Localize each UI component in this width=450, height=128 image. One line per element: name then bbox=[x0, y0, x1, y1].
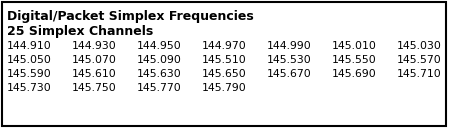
Text: Digital/Packet Simplex Frequencies: Digital/Packet Simplex Frequencies bbox=[7, 10, 254, 23]
Text: 145.550: 145.550 bbox=[332, 55, 377, 65]
Text: 145.510: 145.510 bbox=[202, 55, 247, 65]
Text: 145.770: 145.770 bbox=[137, 83, 182, 93]
Text: 145.570: 145.570 bbox=[397, 55, 442, 65]
FancyBboxPatch shape bbox=[2, 2, 446, 126]
Text: 25 Simplex Channels: 25 Simplex Channels bbox=[7, 25, 153, 38]
Text: 145.670: 145.670 bbox=[267, 69, 312, 79]
Text: 144.990: 144.990 bbox=[267, 41, 312, 51]
Text: 144.930: 144.930 bbox=[72, 41, 117, 51]
Text: 145.790: 145.790 bbox=[202, 83, 247, 93]
Text: 145.730: 145.730 bbox=[7, 83, 52, 93]
Text: 145.530: 145.530 bbox=[267, 55, 312, 65]
Text: 144.950: 144.950 bbox=[137, 41, 182, 51]
Text: 145.650: 145.650 bbox=[202, 69, 247, 79]
Text: 145.590: 145.590 bbox=[7, 69, 52, 79]
Text: 145.070: 145.070 bbox=[72, 55, 117, 65]
Text: 145.090: 145.090 bbox=[137, 55, 182, 65]
Text: 145.050: 145.050 bbox=[7, 55, 52, 65]
Text: 144.970: 144.970 bbox=[202, 41, 247, 51]
Text: 145.010: 145.010 bbox=[332, 41, 377, 51]
Text: 145.630: 145.630 bbox=[137, 69, 182, 79]
Text: 145.610: 145.610 bbox=[72, 69, 117, 79]
Text: 144.910: 144.910 bbox=[7, 41, 52, 51]
Text: 145.030: 145.030 bbox=[397, 41, 442, 51]
Text: 145.690: 145.690 bbox=[332, 69, 377, 79]
Text: 145.710: 145.710 bbox=[397, 69, 442, 79]
Text: 145.750: 145.750 bbox=[72, 83, 117, 93]
